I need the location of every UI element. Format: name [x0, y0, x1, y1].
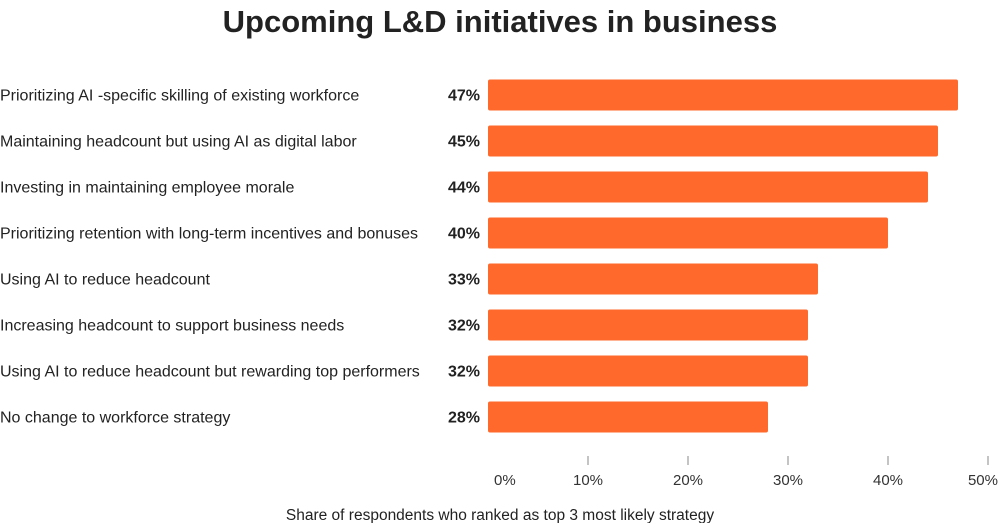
category-label: Prioritizing AI -specific skilling of ex…	[0, 88, 359, 105]
chart-title: Upcoming L&D initiatives in business	[223, 4, 778, 39]
bar	[488, 263, 818, 295]
value-label: 28%	[448, 410, 480, 427]
category-label: Prioritizing retention with long-term in…	[0, 226, 418, 243]
bar	[488, 355, 808, 387]
x-axis-title: Share of respondents who ranked as top 3…	[286, 507, 714, 523]
x-tick-label: 20%	[673, 472, 703, 489]
category-label: Maintaining headcount but using AI as di…	[0, 134, 357, 151]
x-tick-label: 10%	[573, 472, 603, 489]
x-tick-label: 40%	[873, 472, 903, 489]
category-label: Increasing headcount to support business…	[0, 318, 344, 335]
value-label: 32%	[448, 318, 480, 335]
value-label: 40%	[448, 226, 480, 243]
value-label: 47%	[448, 88, 480, 105]
value-label: 44%	[448, 180, 480, 197]
x-tick-label: 30%	[773, 472, 803, 489]
value-label: 32%	[448, 364, 480, 381]
value-label: 33%	[448, 272, 480, 289]
value-label: 45%	[448, 134, 480, 151]
bars-group: Prioritizing AI -specific skilling of ex…	[0, 79, 958, 433]
bar	[488, 217, 888, 249]
bar	[488, 171, 928, 203]
bar	[488, 401, 768, 433]
x-axis: 0% 10% 20% 30% 40% 50%	[494, 456, 998, 489]
bar	[488, 125, 938, 157]
category-label: No change to workforce strategy	[0, 410, 230, 427]
bar	[488, 79, 958, 111]
category-label: Using AI to reduce headcount but rewardi…	[0, 364, 420, 381]
x-tick-label: 0%	[494, 472, 516, 489]
x-tick-label: 50%	[968, 472, 998, 489]
bar	[488, 309, 808, 341]
category-label: Investing in maintaining employee morale	[0, 180, 294, 197]
category-label: Using AI to reduce headcount	[0, 272, 210, 289]
